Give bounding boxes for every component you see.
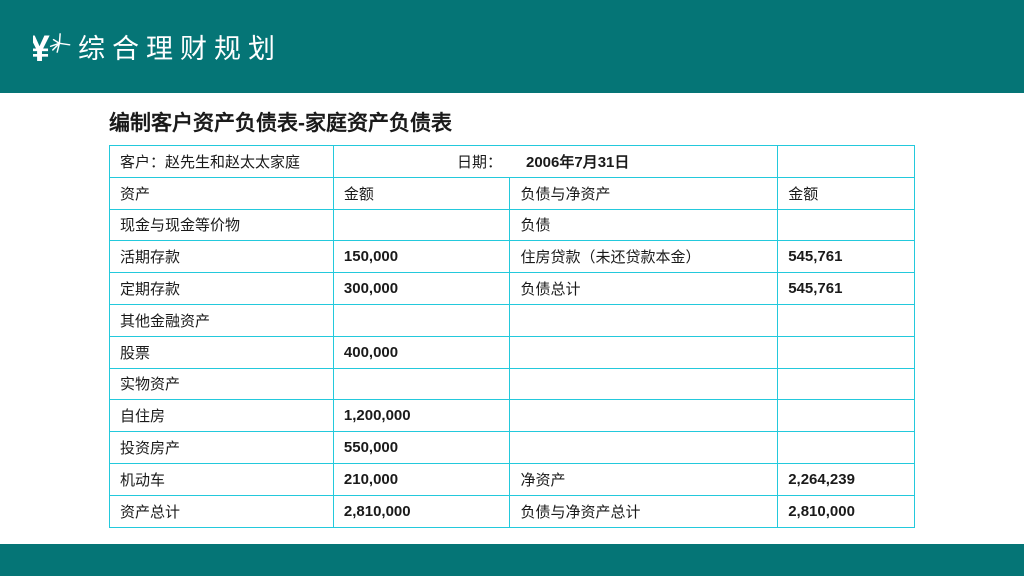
svg-text:¥: ¥: [33, 27, 50, 68]
